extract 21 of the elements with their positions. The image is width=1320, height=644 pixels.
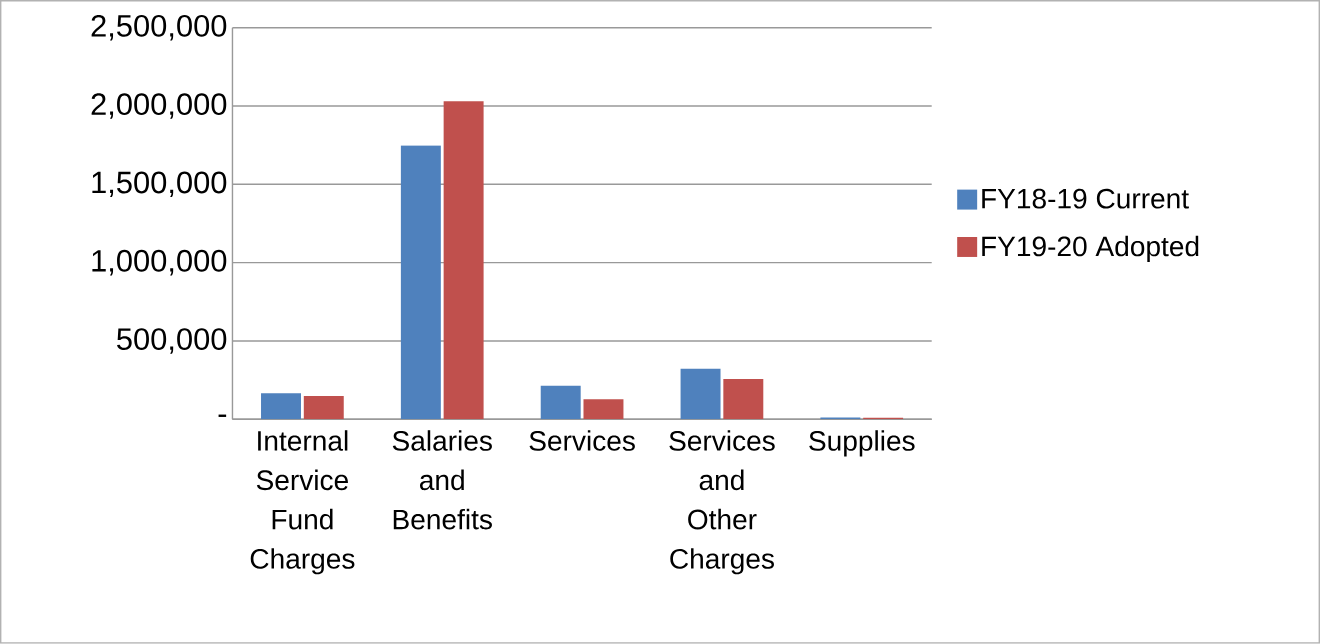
legend-label: FY19-20 Adopted [982,235,1199,263]
y-tick-label: 2,500,000 [91,15,227,41]
x-tick-label: Internal Service Fund Charges [250,430,355,575]
bar [443,101,484,420]
bar [400,145,441,420]
y-tick-label: 1,500,000 [92,171,227,198]
x-tick-label: Salaries and Benefits [392,430,492,530]
y-tick-label: 2,000,000 [91,93,227,119]
y-tick-label: 1,000,000 [92,249,227,276]
y-tick-label: - [218,414,227,418]
bar [261,393,301,420]
x-tick-label: Services and Other Charges [669,430,775,575]
bar [723,379,764,420]
y-tick-label: 500,000 [117,328,227,354]
legend-label: FY18-19 Current [982,188,1189,209]
bar [583,399,624,420]
bar [303,396,344,420]
x-tick-label: Supplies [809,430,915,457]
bar [680,368,721,420]
bar [540,385,581,420]
x-tick-label: Services [529,430,635,451]
